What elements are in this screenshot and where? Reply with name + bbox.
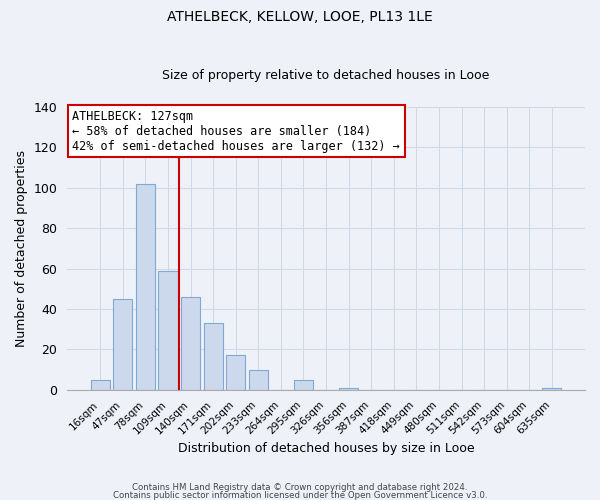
Bar [249, 370, 268, 390]
Bar [339, 388, 358, 390]
Bar [226, 356, 245, 390]
Bar [113, 299, 133, 390]
Bar [158, 270, 178, 390]
Text: Contains HM Land Registry data © Crown copyright and database right 2024.: Contains HM Land Registry data © Crown c… [132, 484, 468, 492]
Bar [203, 323, 223, 390]
Bar [542, 388, 562, 390]
Bar [181, 297, 200, 390]
Bar [136, 184, 155, 390]
X-axis label: Distribution of detached houses by size in Looe: Distribution of detached houses by size … [178, 442, 475, 455]
Y-axis label: Number of detached properties: Number of detached properties [15, 150, 28, 347]
Title: Size of property relative to detached houses in Looe: Size of property relative to detached ho… [163, 69, 490, 82]
Text: Contains public sector information licensed under the Open Government Licence v3: Contains public sector information licen… [113, 490, 487, 500]
Text: ATHELBECK, KELLOW, LOOE, PL13 1LE: ATHELBECK, KELLOW, LOOE, PL13 1LE [167, 10, 433, 24]
Bar [294, 380, 313, 390]
Bar [91, 380, 110, 390]
Text: ATHELBECK: 127sqm
← 58% of detached houses are smaller (184)
42% of semi-detache: ATHELBECK: 127sqm ← 58% of detached hous… [73, 110, 400, 152]
